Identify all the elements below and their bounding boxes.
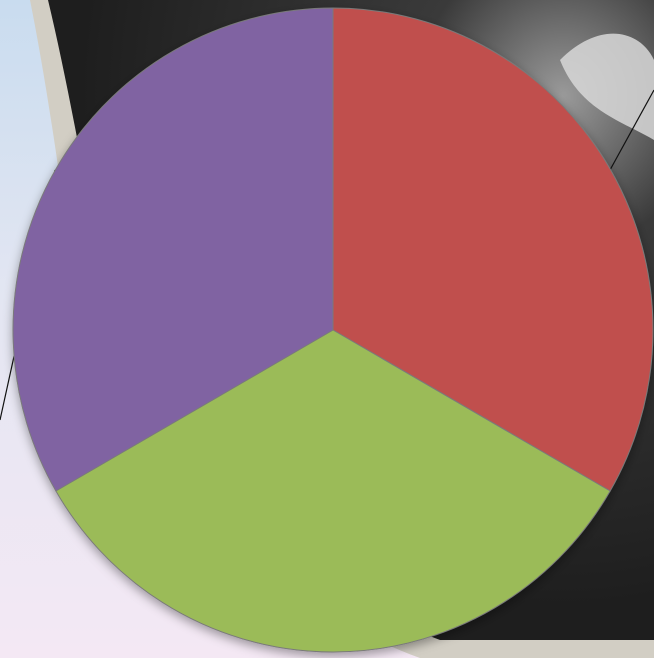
pie-slice-3 [12, 7, 334, 492]
pie-slices [12, 7, 654, 653]
pie-slice-2 [55, 329, 611, 653]
photo-highlight [560, 33, 654, 140]
pie-slice-1 [332, 7, 654, 492]
photo-line-right [609, 89, 654, 171]
